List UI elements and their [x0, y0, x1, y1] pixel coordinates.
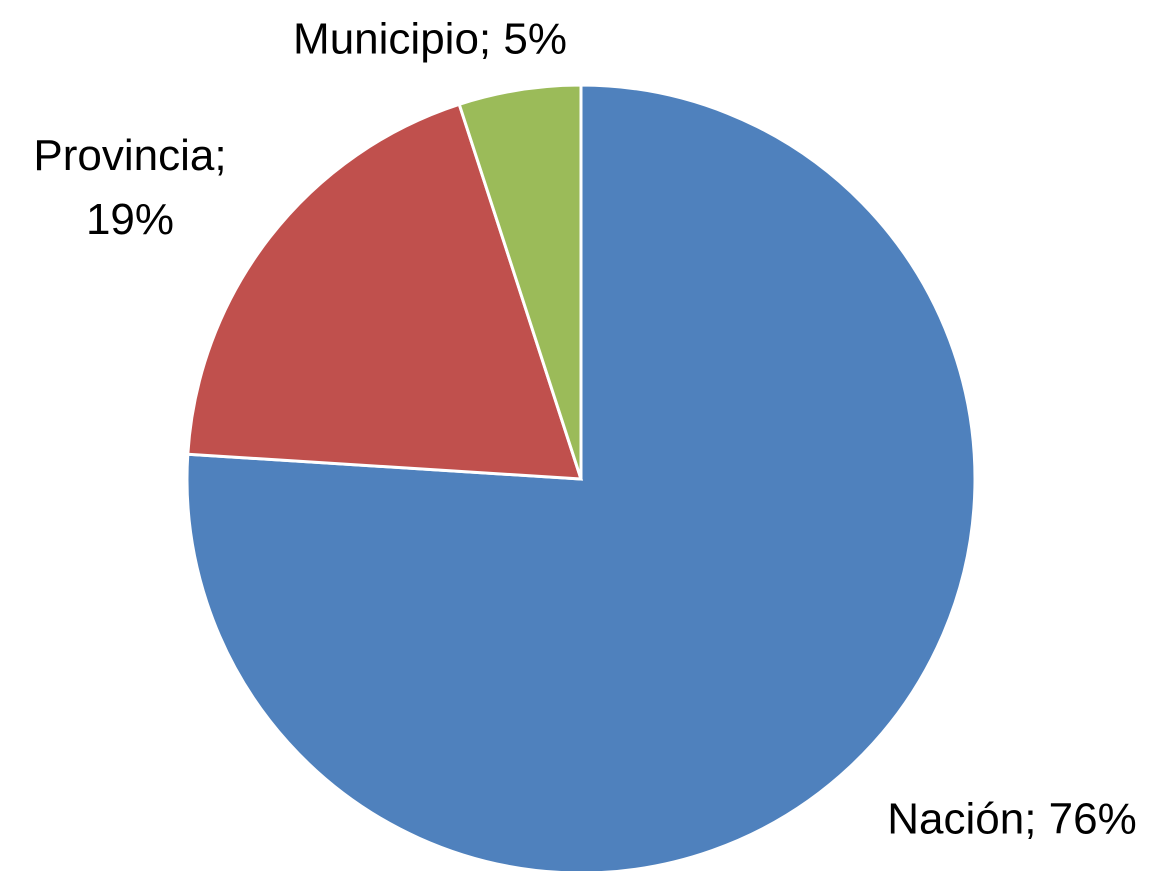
pie-slice [457, 83, 583, 480]
data-label: Provincia; 19% [33, 131, 226, 244]
data-label: Municipio; 5% [293, 15, 567, 64]
pie-slice [185, 83, 977, 871]
data-label: Nación; 76% [887, 795, 1136, 844]
pie-slice [186, 102, 584, 481]
